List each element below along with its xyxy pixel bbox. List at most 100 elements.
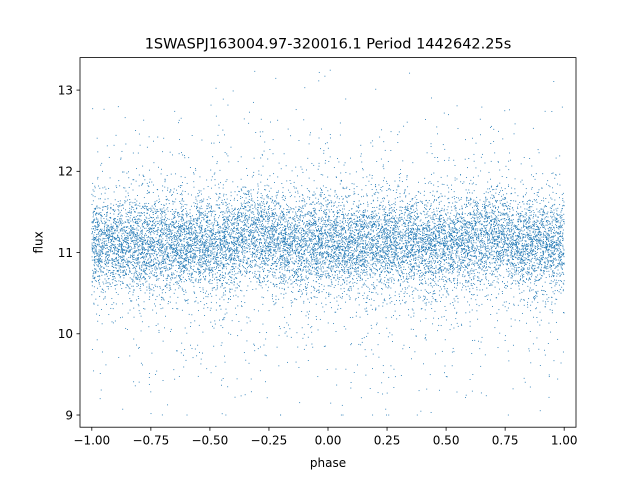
data-point xyxy=(362,270,364,272)
data-point xyxy=(303,300,305,302)
data-point xyxy=(268,237,270,239)
data-point xyxy=(246,290,248,292)
data-point xyxy=(179,213,181,215)
data-point xyxy=(365,241,367,243)
data-point xyxy=(393,207,395,209)
data-point xyxy=(511,237,513,239)
data-point xyxy=(274,208,276,210)
data-point xyxy=(419,250,421,252)
data-point xyxy=(178,275,179,277)
data-point xyxy=(150,259,152,260)
data-point xyxy=(415,246,417,248)
data-point xyxy=(287,268,289,270)
data-point xyxy=(324,251,326,253)
data-point xyxy=(94,262,96,264)
data-point xyxy=(555,242,557,243)
data-point xyxy=(431,97,432,99)
data-point xyxy=(327,232,329,233)
data-point xyxy=(456,233,458,235)
data-point xyxy=(344,236,345,238)
data-point xyxy=(356,262,357,264)
data-point xyxy=(436,213,438,215)
data-point xyxy=(512,265,514,267)
data-point xyxy=(498,230,500,232)
data-point xyxy=(539,222,540,224)
data-point xyxy=(378,208,380,210)
data-point xyxy=(366,193,368,195)
data-point xyxy=(120,284,121,286)
data-point xyxy=(541,289,542,291)
data-point xyxy=(443,242,445,244)
data-point xyxy=(135,243,137,245)
data-point xyxy=(348,246,350,248)
data-point xyxy=(103,252,105,254)
data-point xyxy=(225,253,227,255)
data-point xyxy=(93,242,95,244)
data-point xyxy=(511,247,513,249)
data-point xyxy=(370,184,372,185)
data-point xyxy=(433,226,435,228)
data-point xyxy=(106,212,108,214)
data-point xyxy=(334,256,336,258)
data-point xyxy=(328,161,330,162)
data-point xyxy=(275,253,277,255)
data-point xyxy=(139,268,141,270)
data-point xyxy=(337,195,339,197)
data-point xyxy=(290,229,292,231)
data-point xyxy=(274,249,276,251)
data-point xyxy=(393,368,395,370)
data-point xyxy=(511,244,513,246)
data-point xyxy=(354,281,356,283)
data-point xyxy=(175,238,177,240)
data-point xyxy=(238,208,239,210)
data-point xyxy=(465,223,467,225)
data-point xyxy=(416,199,418,200)
data-point xyxy=(294,220,296,222)
data-point xyxy=(305,224,307,226)
data-point xyxy=(526,201,528,203)
data-point xyxy=(328,285,330,287)
data-point xyxy=(387,279,389,281)
data-point xyxy=(525,244,527,246)
data-point xyxy=(544,213,546,215)
data-point xyxy=(310,213,312,215)
data-point xyxy=(194,256,196,258)
data-point xyxy=(250,240,252,242)
data-point xyxy=(437,224,439,226)
data-point xyxy=(477,262,478,264)
data-point xyxy=(305,249,307,251)
data-point xyxy=(371,298,372,300)
data-point xyxy=(100,219,102,221)
data-point xyxy=(241,227,242,229)
data-point xyxy=(543,252,545,254)
data-point xyxy=(463,217,465,218)
data-point xyxy=(395,265,397,267)
data-point xyxy=(418,245,420,247)
data-point xyxy=(433,233,435,234)
data-point xyxy=(362,234,364,236)
data-point xyxy=(166,249,168,251)
data-point xyxy=(410,248,412,250)
data-point xyxy=(454,231,456,233)
data-point xyxy=(287,264,289,265)
data-point xyxy=(150,207,152,209)
data-point xyxy=(242,273,244,275)
data-point xyxy=(331,234,333,236)
data-point xyxy=(218,233,220,235)
data-point xyxy=(161,252,163,254)
data-point xyxy=(505,243,507,245)
data-point xyxy=(557,244,559,246)
data-point xyxy=(555,208,557,210)
data-point xyxy=(214,248,216,250)
data-point xyxy=(382,266,383,268)
data-point xyxy=(551,240,553,242)
data-point xyxy=(385,224,387,226)
data-point xyxy=(336,249,338,251)
data-point xyxy=(272,220,273,222)
data-point xyxy=(469,199,471,201)
data-point xyxy=(410,230,412,232)
data-point xyxy=(242,235,244,237)
data-point xyxy=(218,217,220,219)
data-point xyxy=(393,229,395,231)
data-point xyxy=(255,219,257,220)
